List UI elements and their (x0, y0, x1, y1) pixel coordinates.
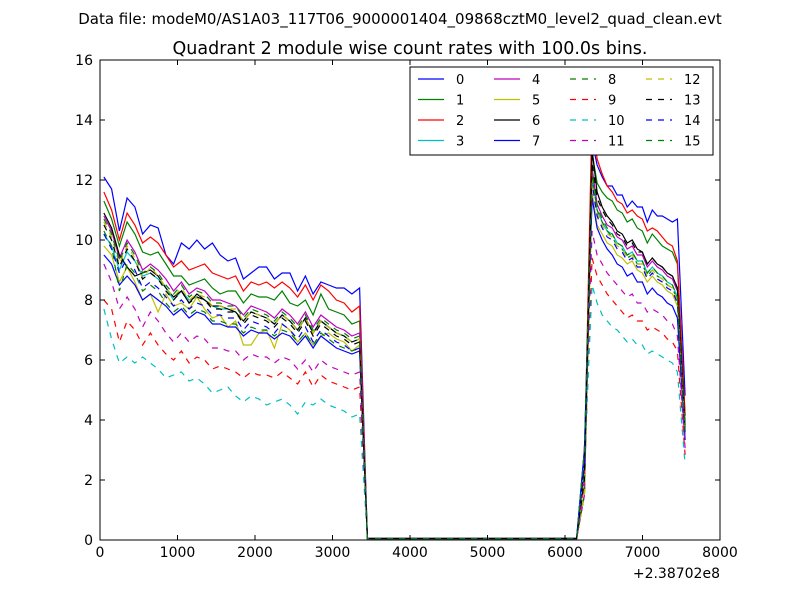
series-line-15 (103, 170, 686, 540)
y-tick-label: 4 (84, 413, 93, 429)
series-line-10 (103, 284, 686, 540)
legend-label-7: 7 (532, 135, 540, 150)
x-tick-label: 2000 (237, 545, 273, 561)
series-line-8 (103, 176, 686, 540)
series-line-7 (103, 197, 686, 540)
legend-label-4: 4 (532, 73, 540, 88)
y-tick-label: 14 (75, 113, 93, 129)
legend-label-11: 11 (608, 135, 625, 150)
y-tick-label: 8 (84, 293, 93, 309)
y-tick-label: 12 (75, 173, 93, 189)
y-tick-label: 16 (75, 53, 93, 69)
x-tick-label: 7000 (625, 545, 661, 561)
y-tick-label: 6 (84, 353, 93, 369)
x-offset-label: +2.38702e8 (633, 566, 720, 582)
legend-label-3: 3 (456, 135, 464, 150)
legend-label-14: 14 (684, 114, 701, 129)
legend-label-2: 2 (456, 114, 464, 129)
y-tick-label: 2 (84, 473, 93, 489)
legend-label-15: 15 (684, 135, 701, 150)
y-tick-label: 10 (75, 233, 93, 249)
y-tick-label: 0 (84, 533, 93, 549)
series-line-6 (103, 149, 686, 540)
series-line-2 (103, 110, 686, 540)
x-tick-label: 6000 (547, 545, 583, 561)
legend-label-12: 12 (684, 73, 701, 88)
legend-label-6: 6 (532, 114, 540, 129)
x-tick-label: 3000 (315, 545, 351, 561)
series-line-14 (103, 182, 686, 540)
series-line-1 (103, 152, 686, 540)
series-line-11 (103, 230, 686, 540)
figure-suptitle: Data file: modeM0/AS1A03_117T06_90000014… (78, 10, 722, 29)
series-line-9 (103, 257, 686, 540)
axes: 0 1000 2000 3000 4000 5000 6000 7000 80000246810… (75, 53, 738, 561)
legend-label-9: 9 (608, 94, 616, 109)
chart-title: Quadrant 2 module wise count rates with … (173, 39, 648, 59)
legend-label-1: 1 (456, 94, 464, 109)
x-tick-label: 4000 (392, 545, 428, 561)
series-line-5 (103, 191, 686, 540)
legend-label-8: 8 (608, 73, 616, 88)
plot-area (103, 110, 686, 540)
legend-label-10: 10 (608, 114, 625, 129)
x-tick-label: 0 (96, 545, 105, 561)
series-line-13 (103, 161, 686, 540)
x-tick-label: 8000 (702, 545, 738, 561)
x-tick-label: 5000 (470, 545, 506, 561)
series-line-0 (103, 140, 686, 540)
legend-label-0: 0 (456, 73, 464, 88)
series-line-12 (103, 179, 686, 540)
x-tick-label: 1000 (160, 545, 196, 561)
series-line-4 (103, 167, 686, 540)
legend-label-5: 5 (532, 94, 540, 109)
legend-label-13: 13 (684, 94, 701, 109)
